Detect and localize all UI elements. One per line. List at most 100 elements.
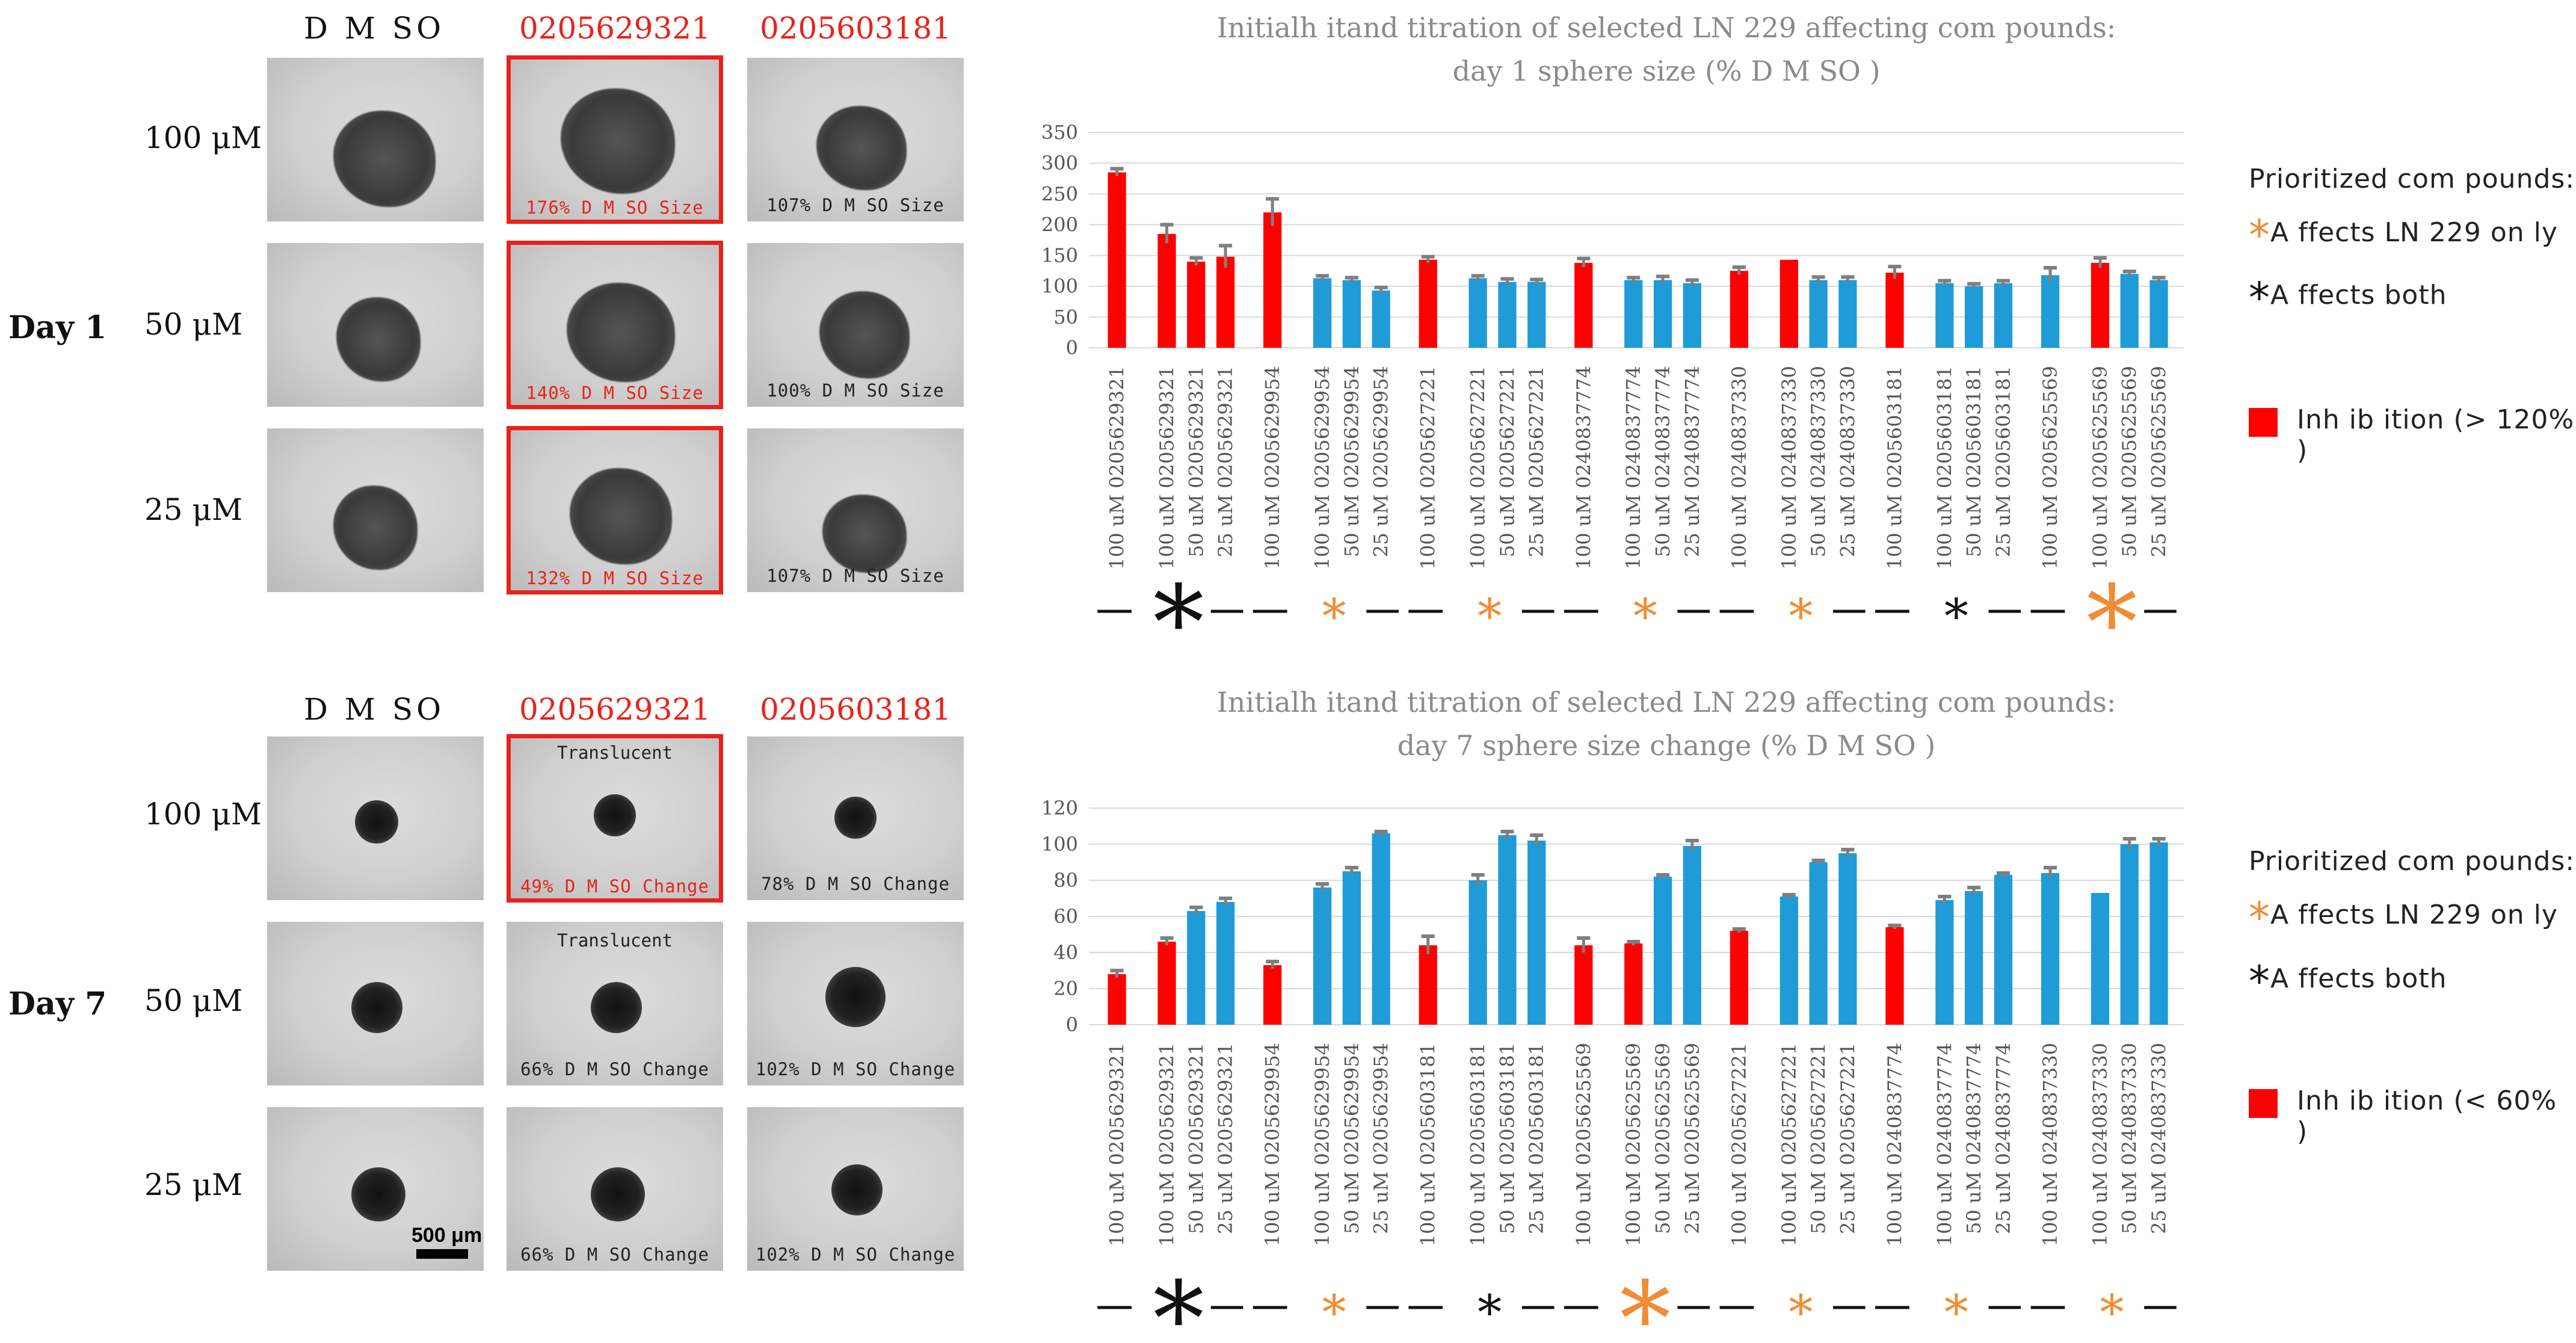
- bar: [1313, 278, 1332, 348]
- bar: [1994, 283, 2013, 348]
- x-tick-label: 100 uM 0240837774: [1883, 1043, 1906, 1246]
- day7-image-dmso-25: 500 μm: [267, 1107, 484, 1271]
- day7-dose-50: 50 μM: [144, 983, 243, 1018]
- day1-bar-chart: Initialh itand titration of selected LN …: [1041, 11, 2184, 668]
- legend-affects-both-label: A ffects both: [2270, 963, 2447, 994]
- x-tick-label: 50 uM 0205625569: [2118, 366, 2141, 557]
- day1-caption-a-25: 132% D M SO Size: [526, 568, 704, 588]
- bar: [1372, 833, 1390, 1025]
- day7-header-dmso: D M SO: [303, 692, 445, 727]
- scale-bar: [416, 1249, 468, 1259]
- black-star-icon: *: [2249, 273, 2270, 323]
- day7-caption-b-25: 102% D M SO Change: [755, 1244, 956, 1265]
- bar: [2041, 873, 2060, 1025]
- group-star-icon: *: [1619, 1260, 1671, 1343]
- legend-red-swatch: [2249, 1089, 2278, 1118]
- sphere: [819, 291, 910, 378]
- y-tick-label: 20: [1053, 977, 1078, 1000]
- x-tick-label: 50 uM 0205629321: [1185, 1043, 1207, 1234]
- day1-image-dmso-50: [267, 243, 484, 407]
- x-tick-label: 100 uM 0205627221: [1467, 366, 1490, 569]
- bar: [1498, 282, 1517, 348]
- bar: [1653, 877, 1672, 1025]
- sphere: [570, 468, 672, 564]
- bar: [2091, 262, 2110, 348]
- bar: [2091, 893, 2110, 1025]
- x-tick-label: 100 uM 0205627221: [1778, 1043, 1801, 1246]
- y-tick-label: 60: [1053, 905, 1078, 928]
- x-tick-label: 25 uM 0205627221: [1836, 1043, 1859, 1234]
- sphere: [351, 982, 402, 1033]
- day7-image-compound-a-25: 66% D M SO Change: [507, 1107, 723, 1271]
- y-tick-label: 150: [1041, 244, 1078, 267]
- sphere: [591, 1167, 645, 1221]
- day7-caption-b-100: 78% D M SO Change: [761, 874, 950, 894]
- bar: [1498, 835, 1517, 1025]
- day1-image-compound-a-25: 132% D M SO Size: [507, 426, 723, 594]
- bar: [1935, 283, 1954, 348]
- day1-caption-b-100: 107% D M SO Size: [766, 195, 944, 215]
- day7-note-a-50: Translucent: [556, 930, 673, 951]
- day1-image-dmso-25: [267, 428, 484, 592]
- y-tick-label: 350: [1041, 121, 1078, 144]
- day7-bar-chart: Initialh itand titration of selected LN …: [1041, 686, 2184, 1343]
- x-tick-label: 50 uM 0240837774: [1651, 366, 1674, 557]
- y-tick-label: 80: [1053, 869, 1078, 892]
- sphere: [816, 106, 907, 190]
- x-tick-label: 100 uM 0205629954: [1311, 366, 1334, 569]
- chart-subtitle: day 7 sphere size change (% D M SO ): [1397, 729, 1936, 762]
- day1-dose-50: 50 μM: [144, 307, 243, 342]
- day7-label: Day 7: [8, 986, 107, 1022]
- day7-image-compound-b-25: 102% D M SO Change: [747, 1107, 964, 1271]
- legend-title: Prioritized com pounds:: [2249, 846, 2575, 877]
- x-tick-label: 50 uM 0205603181: [1496, 1043, 1518, 1234]
- group-star-icon: *: [1944, 588, 1968, 644]
- x-tick-label: 25 uM 0205625569: [1681, 1043, 1704, 1234]
- group-star-icon: *: [1153, 1260, 1204, 1343]
- bar: [1108, 172, 1126, 348]
- sphere: [591, 982, 642, 1033]
- bar: [1216, 902, 1235, 1025]
- bar: [1342, 871, 1361, 1025]
- day1-image-dmso-100: [267, 58, 484, 221]
- x-tick-label: 100 uM 0205629321: [1106, 1043, 1129, 1246]
- x-tick-label: 100 uM 0240837330: [2089, 1043, 2112, 1246]
- x-tick-label: 25 uM 0205627221: [1525, 366, 1548, 557]
- x-tick-label: 25 uM 0205629954: [1370, 366, 1393, 557]
- legend-affects-ln229-label: A ffects LN 229 on ly: [2270, 217, 2558, 248]
- x-tick-label: 100 uM 0240837330: [1728, 366, 1751, 569]
- x-tick-label: 25 uM 0205629321: [1214, 1043, 1237, 1234]
- bar: [1730, 271, 1748, 348]
- x-tick-label: 100 uM 0240837774: [1622, 366, 1645, 569]
- x-tick-label: 50 uM 0205627221: [1496, 366, 1518, 557]
- day7-dose-25: 25 μM: [144, 1167, 243, 1202]
- bar: [1527, 841, 1546, 1025]
- day1-header-compound-a: 0205629321: [519, 11, 711, 46]
- x-tick-label: 100 uM 0240837330: [1778, 366, 1801, 569]
- x-tick-label: 50 uM 0205603181: [1962, 366, 1985, 557]
- bar: [1187, 911, 1206, 1025]
- bar: [1838, 280, 1857, 348]
- bar: [1809, 280, 1828, 348]
- day7-image-compound-b-100: 78% D M SO Change: [747, 736, 964, 900]
- day1-image-compound-b-25: 107% D M SO Size: [747, 428, 964, 592]
- bar: [2120, 844, 2139, 1025]
- x-tick-label: 100 uM 0240837774: [1572, 366, 1595, 569]
- day7-caption-a-100: 49% D M SO Change: [520, 876, 709, 897]
- legend-affects-ln229: *A ffects LN 229 on ly: [2249, 893, 2558, 942]
- day1-caption-b-50: 100% D M SO Size: [766, 380, 944, 401]
- bar: [1779, 259, 1798, 348]
- scale-bar-label: 500 μm: [411, 1224, 482, 1247]
- day7-image-compound-a-100: Translucent 49% D M SO Change: [507, 734, 723, 903]
- bar: [1419, 259, 1437, 348]
- bar: [1965, 286, 1983, 348]
- y-tick-label: 250: [1041, 182, 1078, 205]
- group-star-icon: *: [1478, 588, 1502, 644]
- bar: [1809, 862, 1828, 1025]
- x-tick-label: 100 uM 0205603181: [1883, 366, 1906, 569]
- sphere: [594, 794, 636, 836]
- bar: [2120, 274, 2139, 348]
- sphere: [336, 297, 421, 381]
- bar: [1157, 233, 1176, 348]
- bar: [2149, 842, 2168, 1025]
